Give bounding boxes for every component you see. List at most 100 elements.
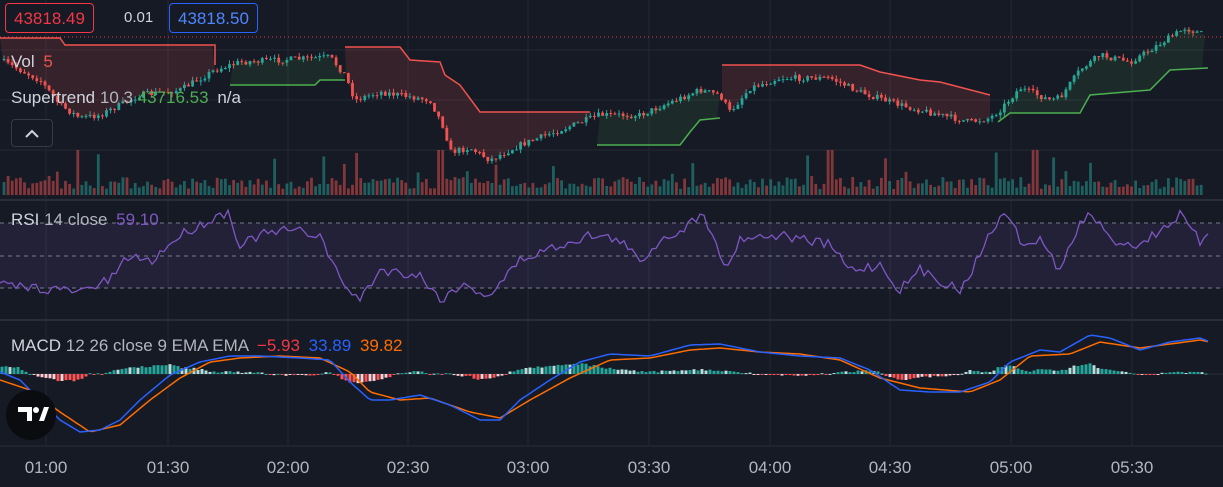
candle-body [962,120,965,122]
bid-price-box[interactable]: 43818.49 [5,3,94,33]
macd-histogram-bar [408,372,412,374]
supertrend-legend[interactable]: Supertrend 10 3 43716.53 n/a [11,88,241,108]
rsi-pane [0,208,1223,303]
macd-histogram-bar [944,374,948,377]
macd-histogram-bar [800,374,804,376]
macd-histogram-bar [548,365,552,374]
candle-body [228,64,231,69]
candle-body [703,90,707,93]
candle-body [847,83,850,86]
candle-body [1126,60,1129,62]
macd-histogram-bar [476,374,480,380]
macd-histogram-bar [988,372,992,374]
volume-bar [584,185,588,195]
volume-bar [547,182,551,195]
volume-bar [388,178,391,195]
volume-bar [228,185,231,195]
macd-histogram-bar [616,369,620,374]
macd-histogram-bar [648,371,652,374]
macd-histogram-bar [1144,374,1148,375]
macd-histogram-bar [356,374,360,384]
volume-bar [966,187,969,195]
candle-body [900,103,904,106]
macd-histogram-bar [640,370,644,374]
volume-bar [593,178,596,195]
volume-bar [1064,171,1068,195]
volume-bar [679,188,682,195]
macd-histogram-bar [132,367,136,374]
macd-histogram-bar [456,374,460,376]
macd-histogram-bar [884,374,888,377]
volume-bar [953,188,957,195]
candle-body [424,99,428,102]
volume-bar [322,156,326,195]
macd-histogram-bar [1028,371,1032,374]
candle-body [1117,56,1121,58]
macd-histogram-bar [608,367,612,374]
volume-bar [310,177,313,195]
volume-bar [695,185,699,195]
macd-params: 12 26 close 9 EMA EMA [65,336,249,355]
candle-body [310,56,313,58]
macd-legend[interactable]: MACD 12 26 close 9 EMA EMA −5.93 33.89 3… [11,336,403,356]
volume-bar [490,183,494,195]
collapse-legend-button[interactable] [11,119,53,147]
macd-histogram-bar [592,365,596,374]
candle-body [285,60,289,63]
macd-histogram-bar [948,374,952,376]
candle-body [412,96,416,100]
volume-bar [896,179,900,195]
macd-histogram-bar [1188,371,1192,374]
candle-body [695,89,699,94]
macd-histogram-bar [816,374,820,375]
candle-body [465,150,469,153]
time-label: 05:00 [989,458,1033,477]
candle-body [60,101,63,104]
macd-histogram-bar [924,374,928,377]
volume-bar [839,177,842,195]
ask-price-box[interactable]: 43818.50 [169,3,258,33]
volume-bar [576,186,580,195]
candle-body [170,92,174,94]
tradingview-logo-icon[interactable] [6,390,56,440]
macd-histogram-bar [420,371,424,374]
candle-body [990,115,994,119]
supertrend-up-fill [998,28,1205,122]
candle-body [388,92,391,96]
volume-bar [646,186,650,195]
macd-histogram-bar [1048,369,1052,374]
volume-bar [375,180,379,195]
volume-bar [998,178,1002,195]
candle-body [757,85,760,87]
candle-body [1187,29,1191,32]
volume-bar [744,184,748,195]
macd-histogram-bar [584,363,588,374]
macd-histogram-bar [460,374,464,377]
volume-bar [207,185,211,195]
volume-bar [154,186,158,195]
macd-histogram-bar [1184,372,1188,374]
macd-histogram-bar [1200,372,1204,374]
candle-body [683,96,686,100]
volume-bar [785,177,789,195]
macd-histogram-bar [340,374,344,380]
candle-body [654,108,658,111]
macd-histogram-bar [980,372,984,374]
macd-histogram-bar [596,366,600,374]
volume-bar [531,183,535,195]
rsi-legend[interactable]: RSI 14 close 59.10 [11,210,159,230]
candle-body [137,97,141,100]
macd-histogram-bar [260,372,264,374]
macd-histogram-bar [764,374,768,375]
candle-body [1089,60,1092,67]
volume-bar [441,150,445,195]
macd-histogram-bar [896,374,900,380]
macd-histogram-bar [1076,365,1080,374]
vol-legend[interactable]: Vol 5 [11,52,53,72]
volume-bar [252,184,256,195]
volume-bar [1007,181,1010,195]
volume-bar [560,180,563,195]
macd-histogram-bar [964,371,968,374]
macd-histogram-bar [728,371,732,374]
